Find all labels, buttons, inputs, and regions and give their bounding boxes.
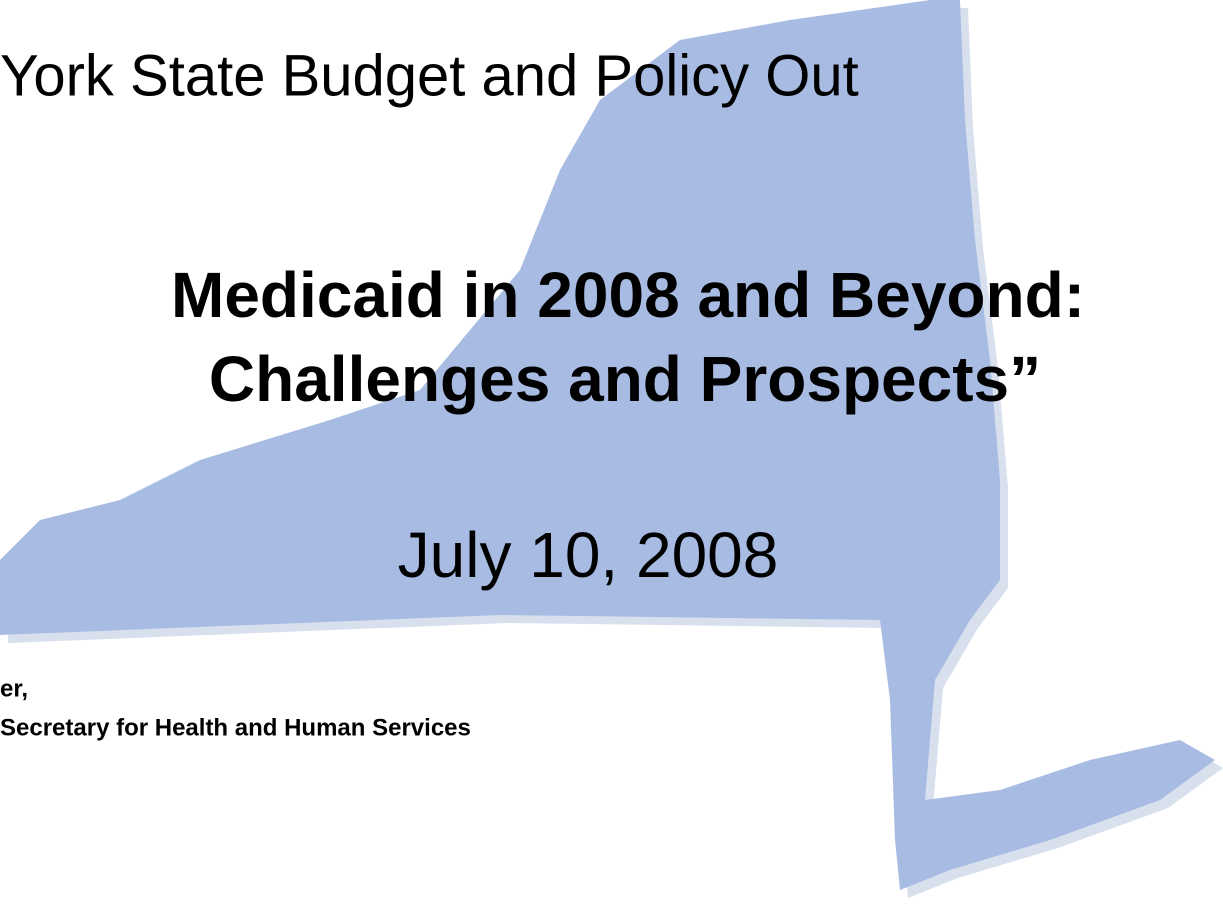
title: York State Budget and Policy Out: [0, 43, 859, 108]
state-map: [0, 0, 1223, 898]
subtitle-line: Challenges and Prospects”: [209, 343, 1041, 415]
presenter: er,: [0, 675, 28, 702]
date: July 10, 2008: [398, 519, 779, 591]
map-shape: [0, 0, 1215, 890]
subtitle-line: Medicaid in 2008 and Beyond:: [171, 259, 1085, 331]
presenter: Secretary for Health and Human Services: [0, 714, 471, 741]
